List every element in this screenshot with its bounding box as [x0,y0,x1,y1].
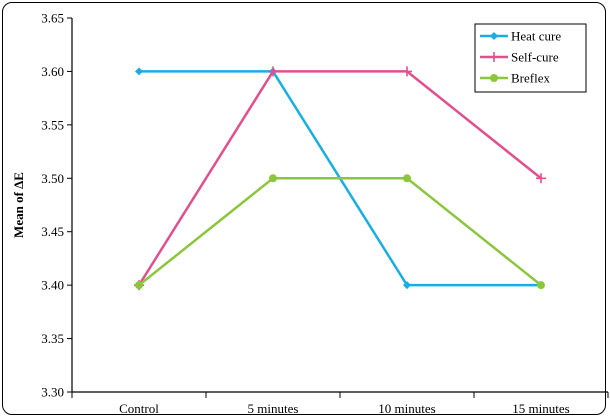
data-point-self-cure [536,173,546,184]
legend-item-breflex: Breflex [480,71,550,86]
data-point-breflex [135,281,143,290]
data-point-self-cure [268,66,278,77]
y-tick-label: 3.35 [41,331,64,346]
data-point-heat-cure [403,281,411,290]
y-tick-label: 3.65 [41,11,64,26]
legend-label: Heat cure [511,29,561,44]
legend-marker [490,74,498,82]
series-line-self-cure [137,70,542,286]
y-tick-label: 3.30 [41,385,64,400]
legend-marker [490,32,498,40]
y-tick-label: 3.40 [41,278,64,293]
x-tick-label: 10 minutes [378,401,435,416]
legend-item-heat-cure: Heat cure [480,29,561,44]
series-line-breflex [138,177,542,287]
data-point-heat-cure [135,67,143,76]
legend-label: Self-cure [511,50,559,65]
data-point-breflex [403,174,411,183]
data-point-breflex [269,174,277,183]
series-breflex [135,174,545,290]
legend-marker [489,52,499,62]
y-tick-label: 3.45 [41,224,64,239]
x-tick-label: 15 minutes [512,401,569,416]
y-tick-label: 3.50 [41,171,64,186]
x-tick-label: 5 minutes [248,401,299,416]
legend-item-self-cure: Self-cure [480,50,559,65]
chart-frame [2,2,606,415]
data-point-breflex [537,281,545,290]
y-axis-title: Mean of ΔE [11,172,26,238]
y-tick-label: 3.60 [41,64,64,79]
data-point-self-cure [402,66,412,77]
legend-label: Breflex [511,71,550,86]
x-tick-label: Control [119,401,159,416]
y-tick-label: 3.55 [41,117,64,132]
